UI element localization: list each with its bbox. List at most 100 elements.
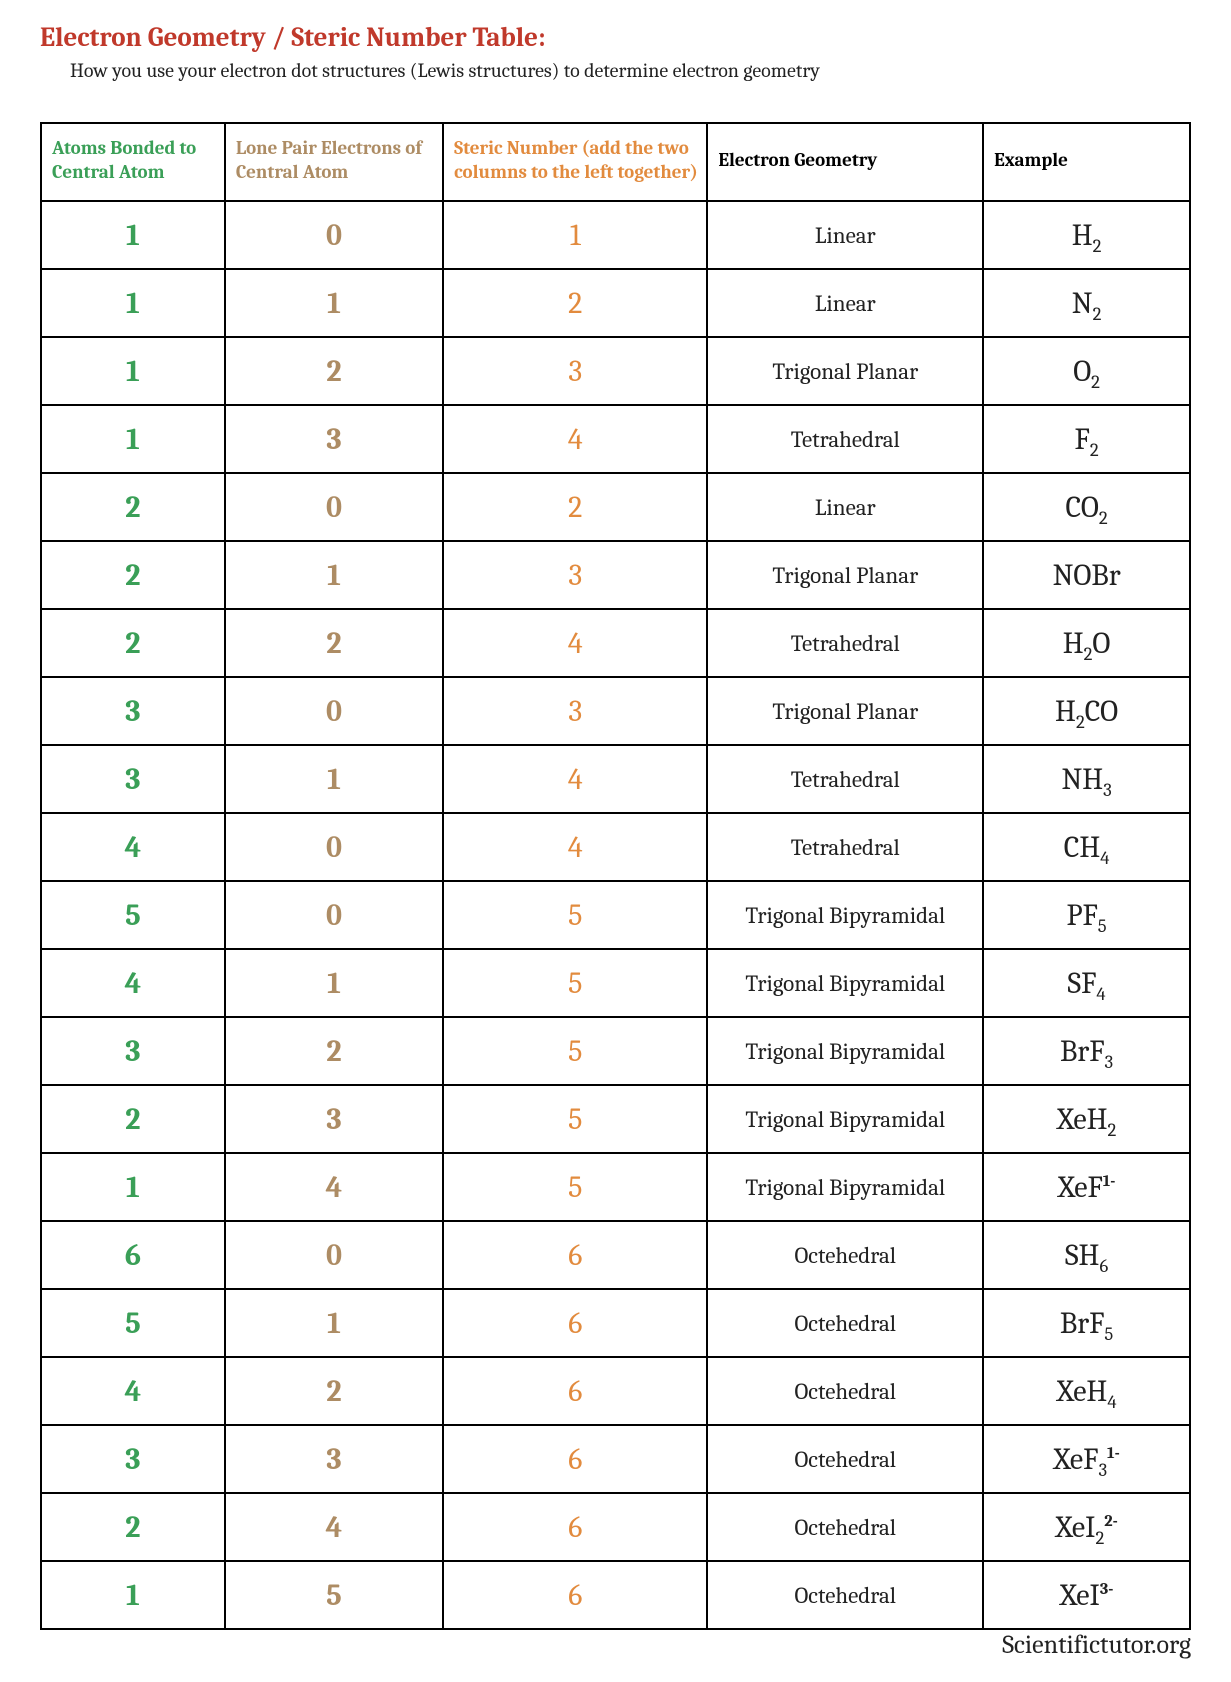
table-row: 202LinearCO2 <box>41 473 1190 541</box>
cell-atoms: 5 <box>41 881 225 949</box>
cell-electron-geometry: Linear <box>707 269 983 337</box>
cell-lone-pairs: 3 <box>225 405 443 473</box>
cell-atoms: 1 <box>41 269 225 337</box>
table-row: 303Trigonal PlanarH2CO <box>41 677 1190 745</box>
cell-electron-geometry: Trigonal Bipyramidal <box>707 1153 983 1221</box>
header-steric: Steric Number (add the two columns to th… <box>443 123 707 201</box>
cell-steric-number: 5 <box>443 1153 707 1221</box>
cell-lone-pairs: 0 <box>225 473 443 541</box>
cell-atoms: 2 <box>41 1493 225 1561</box>
table-row: 336OctehedralXeF31- <box>41 1425 1190 1493</box>
table-row: 505Trigonal BipyramidalPF5 <box>41 881 1190 949</box>
cell-example: F2 <box>983 405 1190 473</box>
cell-atoms: 4 <box>41 813 225 881</box>
table-row: 224TetrahedralH2O <box>41 609 1190 677</box>
chemical-formula: H2 <box>1072 218 1102 253</box>
cell-atoms: 2 <box>41 473 225 541</box>
cell-steric-number: 5 <box>443 1085 707 1153</box>
cell-atoms: 3 <box>41 1017 225 1085</box>
header-geom: Electron Geometry <box>707 123 983 201</box>
cell-steric-number: 4 <box>443 813 707 881</box>
chemical-formula: O2 <box>1073 354 1100 389</box>
cell-steric-number: 3 <box>443 337 707 405</box>
table-row: 235Trigonal BipyramidalXeH2 <box>41 1085 1190 1153</box>
chemical-formula: BrF5 <box>1060 1306 1113 1341</box>
cell-lone-pairs: 0 <box>225 881 443 949</box>
cell-lone-pairs: 1 <box>225 949 443 1017</box>
chemical-formula: N2 <box>1072 286 1102 321</box>
cell-steric-number: 6 <box>443 1357 707 1425</box>
cell-electron-geometry: Octehedral <box>707 1289 983 1357</box>
cell-electron-geometry: Trigonal Bipyramidal <box>707 881 983 949</box>
cell-atoms: 5 <box>41 1289 225 1357</box>
cell-lone-pairs: 1 <box>225 269 443 337</box>
chemical-formula: F2 <box>1075 422 1099 457</box>
chemical-formula: XeF31- <box>1053 1442 1119 1477</box>
cell-example: PF5 <box>983 881 1190 949</box>
cell-electron-geometry: Tetrahedral <box>707 405 983 473</box>
cell-example: SF4 <box>983 949 1190 1017</box>
steric-number-table: Atoms Bonded to Central Atom Lone Pair E… <box>40 122 1191 1630</box>
cell-electron-geometry: Trigonal Bipyramidal <box>707 1017 983 1085</box>
chemical-formula: CO2 <box>1065 490 1107 525</box>
cell-example: N2 <box>983 269 1190 337</box>
cell-example: NH3 <box>983 745 1190 813</box>
cell-steric-number: 4 <box>443 745 707 813</box>
cell-example: BrF3 <box>983 1017 1190 1085</box>
cell-atoms: 1 <box>41 337 225 405</box>
cell-lone-pairs: 0 <box>225 201 443 269</box>
chemical-formula: H2O <box>1063 626 1111 661</box>
cell-lone-pairs: 3 <box>225 1425 443 1493</box>
cell-electron-geometry: Octehedral <box>707 1425 983 1493</box>
cell-steric-number: 1 <box>443 201 707 269</box>
table-row: 606OctehedralSH6 <box>41 1221 1190 1289</box>
cell-atoms: 2 <box>41 541 225 609</box>
cell-example: H2CO <box>983 677 1190 745</box>
cell-lone-pairs: 5 <box>225 1561 443 1629</box>
cell-example: BrF5 <box>983 1289 1190 1357</box>
chemical-formula: NH3 <box>1061 762 1111 797</box>
cell-atoms: 3 <box>41 1425 225 1493</box>
table-row: 123Trigonal PlanarO2 <box>41 337 1190 405</box>
table-row: 246OctehedralXeI22- <box>41 1493 1190 1561</box>
cell-atoms: 6 <box>41 1221 225 1289</box>
chemical-formula: CH4 <box>1064 830 1110 865</box>
cell-electron-geometry: Octehedral <box>707 1493 983 1561</box>
subtitle-part-a: How you use your electron dot structures… <box>70 59 673 82</box>
cell-lone-pairs: 2 <box>225 1357 443 1425</box>
cell-lone-pairs: 0 <box>225 1221 443 1289</box>
cell-lone-pairs: 4 <box>225 1493 443 1561</box>
cell-atoms: 3 <box>41 745 225 813</box>
cell-electron-geometry: Linear <box>707 201 983 269</box>
cell-steric-number: 3 <box>443 541 707 609</box>
cell-steric-number: 2 <box>443 473 707 541</box>
table-row: 516OctehedralBrF5 <box>41 1289 1190 1357</box>
cell-lone-pairs: 2 <box>225 337 443 405</box>
chemical-formula: H2CO <box>1055 694 1118 729</box>
cell-lone-pairs: 2 <box>225 1017 443 1085</box>
chemical-formula: PF5 <box>1067 898 1107 933</box>
cell-atoms: 1 <box>41 201 225 269</box>
cell-steric-number: 6 <box>443 1561 707 1629</box>
header-example: Example <box>983 123 1190 201</box>
cell-lone-pairs: 1 <box>225 541 443 609</box>
cell-atoms: 1 <box>41 405 225 473</box>
cell-example: XeF31- <box>983 1425 1190 1493</box>
cell-lone-pairs: 3 <box>225 1085 443 1153</box>
cell-atoms: 1 <box>41 1153 225 1221</box>
cell-steric-number: 5 <box>443 881 707 949</box>
table-row: 404TetrahedralCH4 <box>41 813 1190 881</box>
cell-lone-pairs: 0 <box>225 813 443 881</box>
cell-electron-geometry: Trigonal Planar <box>707 677 983 745</box>
cell-atoms: 4 <box>41 949 225 1017</box>
cell-electron-geometry: Trigonal Bipyramidal <box>707 949 983 1017</box>
cell-electron-geometry: Octehedral <box>707 1357 983 1425</box>
cell-atoms: 2 <box>41 609 225 677</box>
cell-electron-geometry: Tetrahedral <box>707 813 983 881</box>
cell-electron-geometry: Trigonal Planar <box>707 541 983 609</box>
cell-steric-number: 6 <box>443 1425 707 1493</box>
cell-electron-geometry: Tetrahedral <box>707 745 983 813</box>
cell-steric-number: 4 <box>443 405 707 473</box>
cell-example: SH6 <box>983 1221 1190 1289</box>
cell-example: CH4 <box>983 813 1190 881</box>
